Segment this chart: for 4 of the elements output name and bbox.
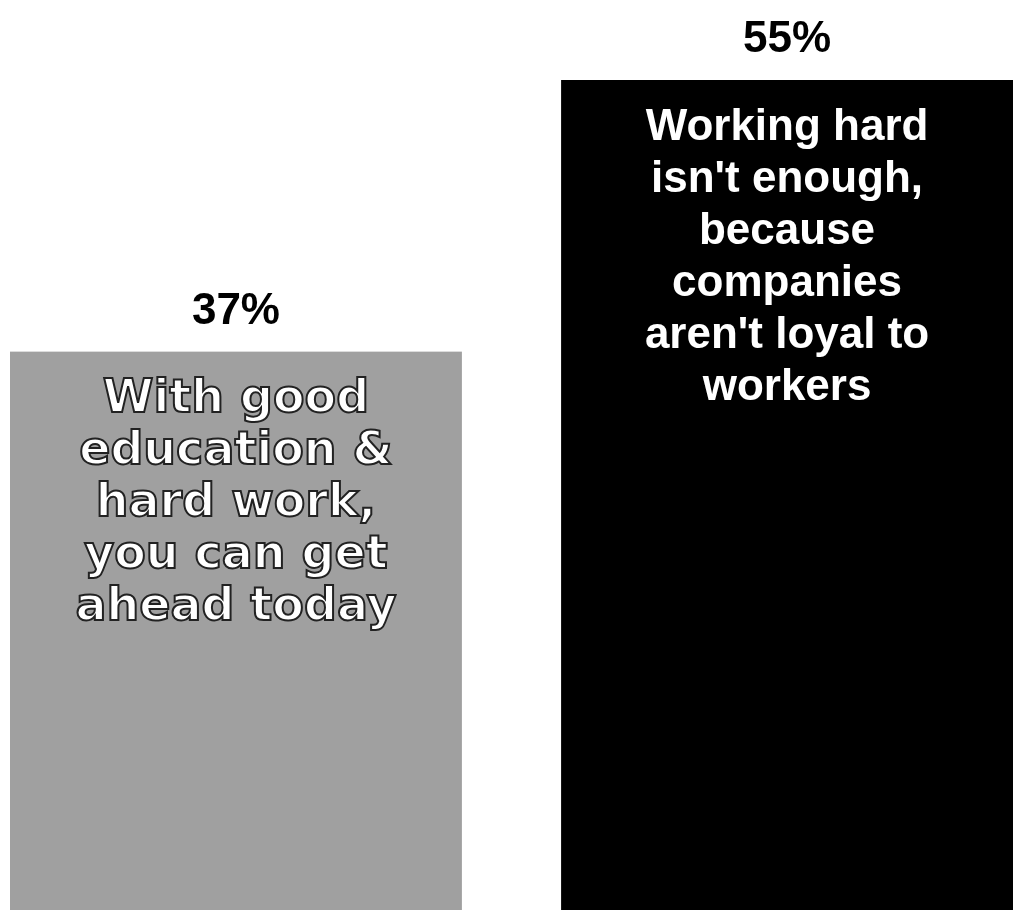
x-tick-label: Working hard isn't enough, because companies aren't loyal to workers [644, 100, 930, 409]
x-tick-label: With good education & hard work, you can get ahead today [75, 368, 397, 631]
data-label: 37% [191, 283, 280, 333]
data-label: 55% [743, 12, 832, 61]
